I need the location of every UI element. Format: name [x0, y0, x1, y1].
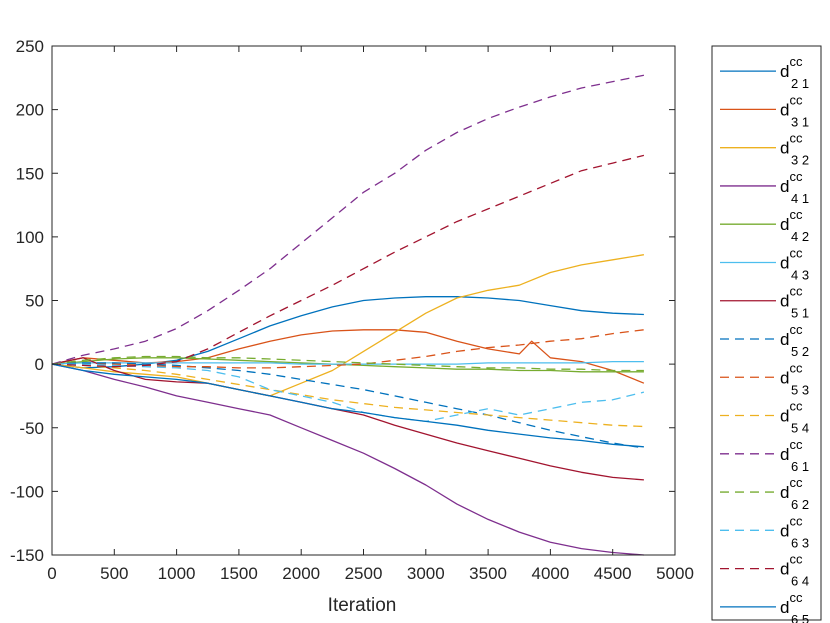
series-line-d65 — [51, 363, 644, 448]
legend-entry-d64: dcc 6 4 — [780, 552, 809, 589]
y-axis-ticks: -150 -100 -50 0 50 100 150 200 250 — [10, 37, 675, 565]
x-tick-label: 4000 — [531, 564, 569, 583]
series-line-d62 — [51, 355, 644, 372]
legend-entry-d52: dcc 5 2 — [780, 322, 809, 359]
y-tick-label: 50 — [25, 292, 44, 311]
series-line-d51 — [51, 357, 644, 481]
series-line-d64 — [51, 154, 645, 368]
x-tick-label: 1500 — [220, 564, 258, 583]
legend-box — [711, 45, 822, 621]
series-line-d63 — [52, 363, 645, 423]
series-line-d54 — [51, 363, 644, 428]
x-tick-label: 3500 — [469, 564, 507, 583]
legend-entry-d61: dcc 6 1 — [780, 437, 809, 474]
series-line-d52 — [51, 362, 645, 449]
legend-entry-d63: dcc 6 3 — [780, 513, 809, 550]
x-axis-ticks: 0 500 1000 1500 2000 2500 3000 3500 4000 4500 5000 — [47, 46, 694, 583]
y-tick-label: 100 — [16, 228, 44, 247]
y-tick-label: 0 — [35, 355, 44, 374]
series-line-d31 — [51, 329, 645, 384]
legend-entry-d41: dcc 4 1 — [780, 169, 809, 206]
series-line-d32 — [51, 254, 645, 397]
series-line-d41 — [51, 363, 644, 556]
x-tick-label: 500 — [100, 564, 128, 583]
plot-area — [51, 74, 645, 556]
legend-entry-d65: dcc 6 5 — [780, 590, 809, 623]
legend-entry-d51: dcc 5 1 — [780, 284, 809, 321]
legend-entry-d43: dcc 4 3 — [780, 245, 809, 282]
x-tick-label: 0 — [47, 564, 56, 583]
legend-entry-d62: dcc 6 2 — [780, 475, 809, 512]
x-axis-label: Iteration — [328, 595, 397, 616]
series-line-d43 — [51, 360, 644, 365]
legend-entry-d42: dcc 4 2 — [780, 207, 809, 244]
x-tick-label: 2000 — [282, 564, 320, 583]
series-line-d61 — [51, 74, 645, 365]
x-tick-label: 3000 — [407, 564, 445, 583]
y-tick-label: -150 — [10, 546, 44, 565]
legend-entry-d53: dcc 5 3 — [780, 360, 809, 397]
series-line-d53 — [52, 329, 644, 369]
y-tick-label: -100 — [10, 482, 44, 501]
legend-entry-d32: dcc 3 2 — [780, 131, 809, 168]
x-tick-label: 5000 — [656, 564, 694, 583]
y-tick-label: 250 — [16, 37, 44, 56]
x-tick-label: 4500 — [594, 564, 632, 583]
legend-entry-d54: dcc 5 4 — [780, 399, 809, 436]
y-tick-label: -50 — [19, 419, 44, 438]
y-tick-label: 200 — [16, 101, 44, 120]
x-tick-label: 1000 — [158, 564, 196, 583]
y-tick-label: 150 — [16, 164, 44, 183]
legend-entry-d21: dcc 2 1 — [780, 54, 809, 91]
x-tick-label: 2500 — [345, 564, 383, 583]
legend-entry-d31: dcc 3 1 — [780, 92, 809, 129]
series-line-d21 — [51, 296, 644, 369]
